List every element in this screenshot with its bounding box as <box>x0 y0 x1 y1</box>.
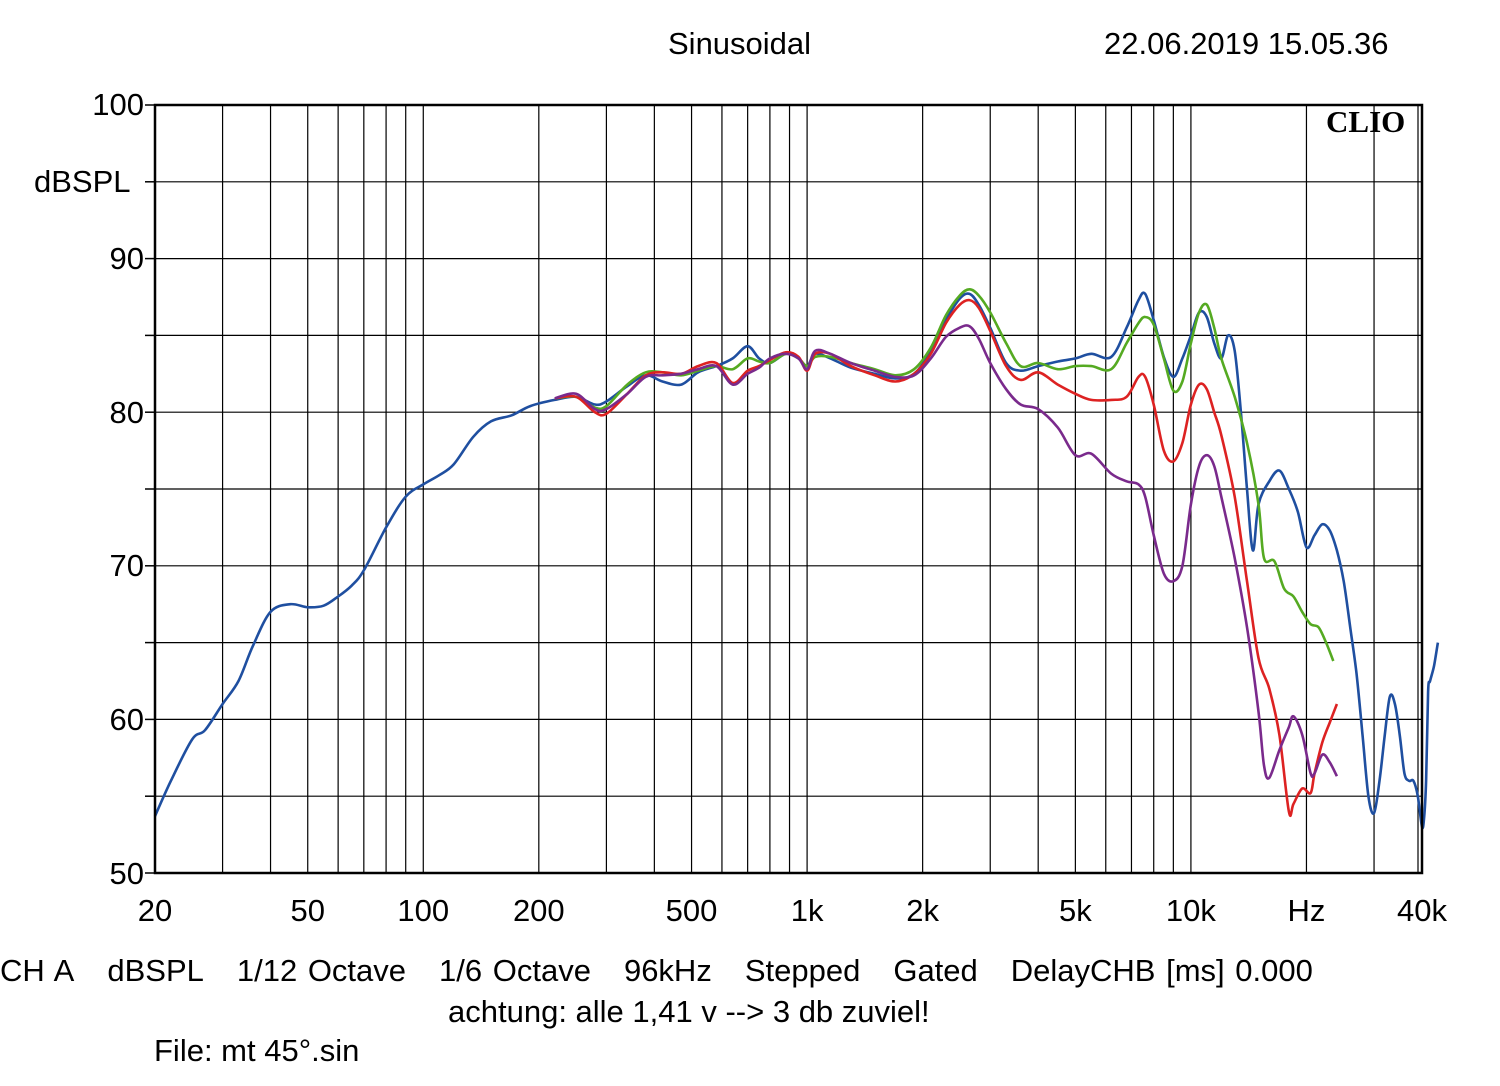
footer-delay: DelayCHB [ms] 0.000 <box>1010 953 1313 988</box>
y-tick-label: 80 <box>109 395 144 430</box>
x-tick-label: Hz <box>1287 893 1326 928</box>
y-tick-label: 60 <box>109 702 144 737</box>
series-line <box>554 298 1339 818</box>
x-tick-label: 5k <box>1059 893 1092 928</box>
x-tick-label: 10k <box>1165 893 1216 928</box>
footer-resolution: 1/12 Octave <box>236 953 407 988</box>
y-tick-label: 50 <box>109 856 144 891</box>
y-tick-label: 90 <box>109 241 144 276</box>
x-tick-label: 1k <box>790 893 824 928</box>
series-layer <box>153 288 1440 830</box>
y-axis-label: dBSPL <box>34 164 131 199</box>
series-line <box>153 291 1440 830</box>
clio-logo: CLIO <box>1326 104 1406 139</box>
footer-samplerate: 96kHz <box>623 953 712 988</box>
y-tick-label: 70 <box>109 548 144 583</box>
footer-unit: dBSPL <box>107 953 204 988</box>
x-tick-label: 2k <box>906 893 939 928</box>
series-line <box>554 324 1339 780</box>
x-tick-label: 500 <box>665 893 718 928</box>
footer-channel: CH A <box>0 953 75 988</box>
x-tick-label: 50 <box>290 893 325 928</box>
footer-smoothing: 1/6 Octave <box>439 953 591 988</box>
series-line <box>554 288 1335 662</box>
x-tick-label: 20 <box>137 893 173 928</box>
plot-frame <box>153 103 1424 875</box>
timestamp: 22.06.2019 15.05.36 <box>1104 26 1389 61</box>
footer-mode: Stepped <box>744 953 861 988</box>
footer-settings: CH A dBSPL 1/12 Octave 1/6 Octave 96kHz Stepp… <box>0 953 1313 989</box>
chart-title: Sinusoidal <box>668 26 812 61</box>
file-name: File: mt 45°.sin <box>154 1033 360 1068</box>
footer-note: achtung: alle 1,41 v --> 3 db zuviel! <box>448 994 930 1029</box>
footer-gating: Gated <box>893 953 978 988</box>
plot-grid <box>145 104 1422 874</box>
x-tick-label: 100 <box>397 893 450 928</box>
x-tick-label: 200 <box>512 893 565 928</box>
y-tick-label: 100 <box>92 87 144 122</box>
x-tick-label: 40k <box>1397 893 1447 928</box>
